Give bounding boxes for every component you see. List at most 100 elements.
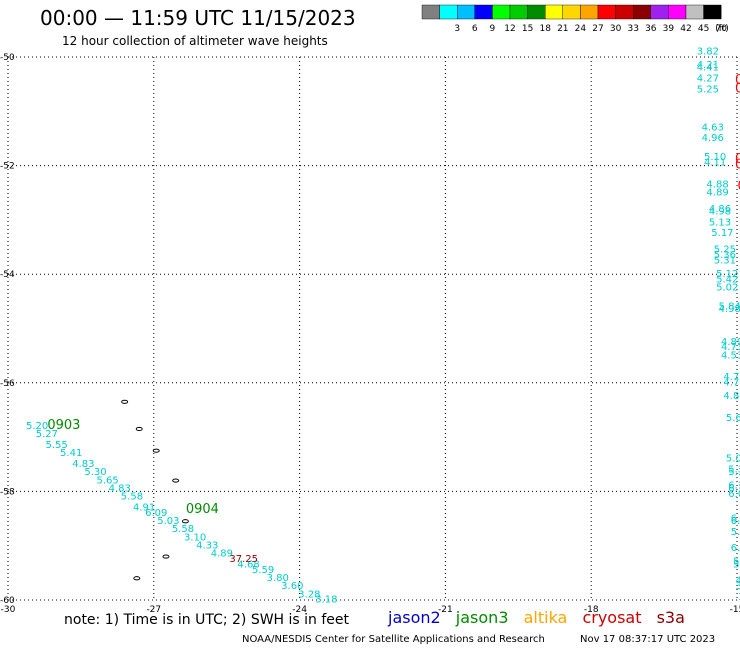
colorbar-tick-label: 39: [663, 24, 675, 34]
wave-height-label: 5.46: [733, 557, 740, 568]
wave-height-label: 5.58: [172, 524, 194, 535]
lon-tick-label: -15: [730, 605, 740, 615]
colorbar-unit: (ft): [715, 24, 729, 34]
island-outline: [135, 426, 143, 432]
wave-height-label: 5.41: [60, 448, 82, 459]
wave-height-label: 4.81: [723, 391, 740, 402]
wave-height-label: 5.59: [252, 565, 274, 576]
island-outline: [172, 478, 180, 483]
wave-height-label: 5.30: [84, 467, 106, 478]
wave-height-label: 4.11: [704, 158, 726, 169]
wave-height-label: 6.09: [145, 508, 167, 519]
lat-tick-label: -50: [0, 53, 15, 63]
colorbar-tick-label: 42: [680, 24, 691, 34]
wave-height-label: 4.33: [196, 540, 218, 551]
pass-time-label: 0058: [737, 179, 740, 194]
wave-height-label: 5.02: [726, 454, 740, 465]
wave-height-label: 5.25: [714, 244, 736, 255]
lon-tick-label: -18: [584, 605, 599, 615]
wave-height-label: 5.46: [733, 559, 740, 570]
colorbar-tick-label: 45: [698, 24, 709, 34]
wave-height-label: 5.36: [728, 464, 740, 475]
wave-height-label: 6.19: [728, 483, 740, 494]
island-outline: [181, 519, 189, 524]
wave-height-label: 4.83: [72, 459, 94, 470]
lon-tick-label: -30: [1, 605, 16, 615]
wave-height-label: 4.88: [706, 179, 728, 190]
wave-height-label: 6.08: [728, 489, 740, 500]
colorbar-tick-label: 24: [575, 24, 587, 34]
pass-time-label: 0058: [735, 73, 740, 88]
wave-height-label: 6.18: [731, 543, 740, 554]
wave-height-label: 4.89: [706, 187, 728, 198]
wave-height-label: 5.42: [716, 274, 738, 285]
wave-height-label: 5.55: [45, 440, 67, 451]
wave-height-colorbar: 3 6 9 12 15 18 21 24 27 30 33 36 39 42 45 70(ft): [421, 4, 729, 34]
legend-jason3: jason3: [455, 608, 509, 627]
wave-height-label: 4.83: [109, 483, 131, 494]
pass-time-label: 0903: [47, 418, 80, 433]
wave-height-label: 5.81: [731, 527, 740, 538]
colorbar-tick-label: 36: [645, 24, 657, 34]
wave-height-label: 5.63: [726, 413, 740, 424]
wave-height-label: 6.41: [731, 516, 740, 527]
colorbar-tick-label: 12: [504, 24, 515, 34]
wave-height-label: 4.06: [736, 576, 740, 587]
wave-height-label: 5.39: [728, 467, 740, 478]
legend-s3a: s3a: [656, 608, 685, 627]
legend-altika: altika: [523, 608, 568, 627]
colorbar-tick-label: 70: [715, 24, 727, 34]
wave-height-label: 3.28: [736, 581, 740, 592]
colorbar-tick-label: 33: [627, 24, 638, 34]
lat-tick-label: -54: [0, 270, 15, 280]
wave-height-label: 5.10: [704, 152, 726, 163]
island-outline: [121, 399, 129, 404]
altimeter-map: -30 -27 -24 -21 -18 -15 -50 -52 -54 -56 -58 -60 3.82…: [0, 46, 740, 615]
wave-height-label: 3.18: [738, 592, 740, 603]
satellite-legend: jason2 jason3 altika cryosat s3a: [388, 608, 695, 627]
wave-height-label: 4.89: [721, 337, 740, 348]
wave-height-label: 4.68: [237, 559, 259, 570]
wave-height-label: 3.60: [281, 581, 303, 592]
wave-height-label: 3.10: [184, 532, 206, 543]
wave-height-label: 4.96: [702, 133, 724, 144]
lon-tick-label: -21: [438, 605, 453, 615]
credit-timestamp: Nov 17 08:37:17 UTC 2023: [580, 634, 716, 645]
wave-height-label: 4.21: [697, 60, 719, 71]
wave-height-label: 5.36: [714, 250, 736, 261]
wave-height-label: 4.41: [697, 63, 719, 74]
wave-height-label: 4.89: [211, 549, 233, 560]
colorbar-tick-label: 21: [557, 24, 568, 34]
wave-height-label: 3.80: [267, 573, 289, 584]
pass-time-label: 0058: [735, 157, 740, 172]
wave-height-label: 6.10: [728, 481, 740, 492]
wave-height-label: 5.65: [96, 475, 118, 486]
wave-height-label: 5.84: [719, 301, 740, 312]
island-outline: [133, 576, 141, 581]
lon-tick-label: -24: [292, 605, 307, 615]
lat-tick-label: -52: [0, 162, 15, 172]
pass-time-label: 0058: [735, 81, 740, 96]
wave-height-label: 5.31: [714, 255, 736, 266]
wave-height-label: 3.18: [315, 595, 337, 606]
colorbar-tick-label: 6: [472, 24, 478, 34]
legend-cryosat: cryosat: [582, 608, 642, 627]
legend-jason2: jason2: [388, 608, 441, 627]
colorbar-tick-label: 15: [522, 24, 533, 34]
footer-note: note: 1) Time is in UTC; 2) SWH is in fe…: [64, 612, 350, 628]
wave-height-label: 5.17: [711, 228, 733, 239]
wave-height-label: 3.82: [697, 46, 719, 57]
page-title: 00:00 — 11:59 UTC 11/15/2023: [40, 6, 356, 30]
wave-height-label: 5.02: [716, 282, 738, 293]
lon-tick-label: -27: [146, 605, 161, 615]
wave-height-label: 3.28: [298, 589, 320, 600]
lat-tick-label: -60: [0, 596, 15, 606]
pass-time-label: 0058: [735, 152, 740, 167]
wave-height-label: 4.98: [709, 206, 731, 217]
wave-height-label: 4.71: [723, 378, 740, 389]
wave-height-label: 6.84: [731, 513, 740, 524]
wave-height-label: 5.27: [36, 429, 58, 440]
colorbar-tick-label: 27: [592, 24, 603, 34]
island-outline: [162, 554, 170, 559]
wave-height-label: 5.20: [26, 421, 48, 432]
